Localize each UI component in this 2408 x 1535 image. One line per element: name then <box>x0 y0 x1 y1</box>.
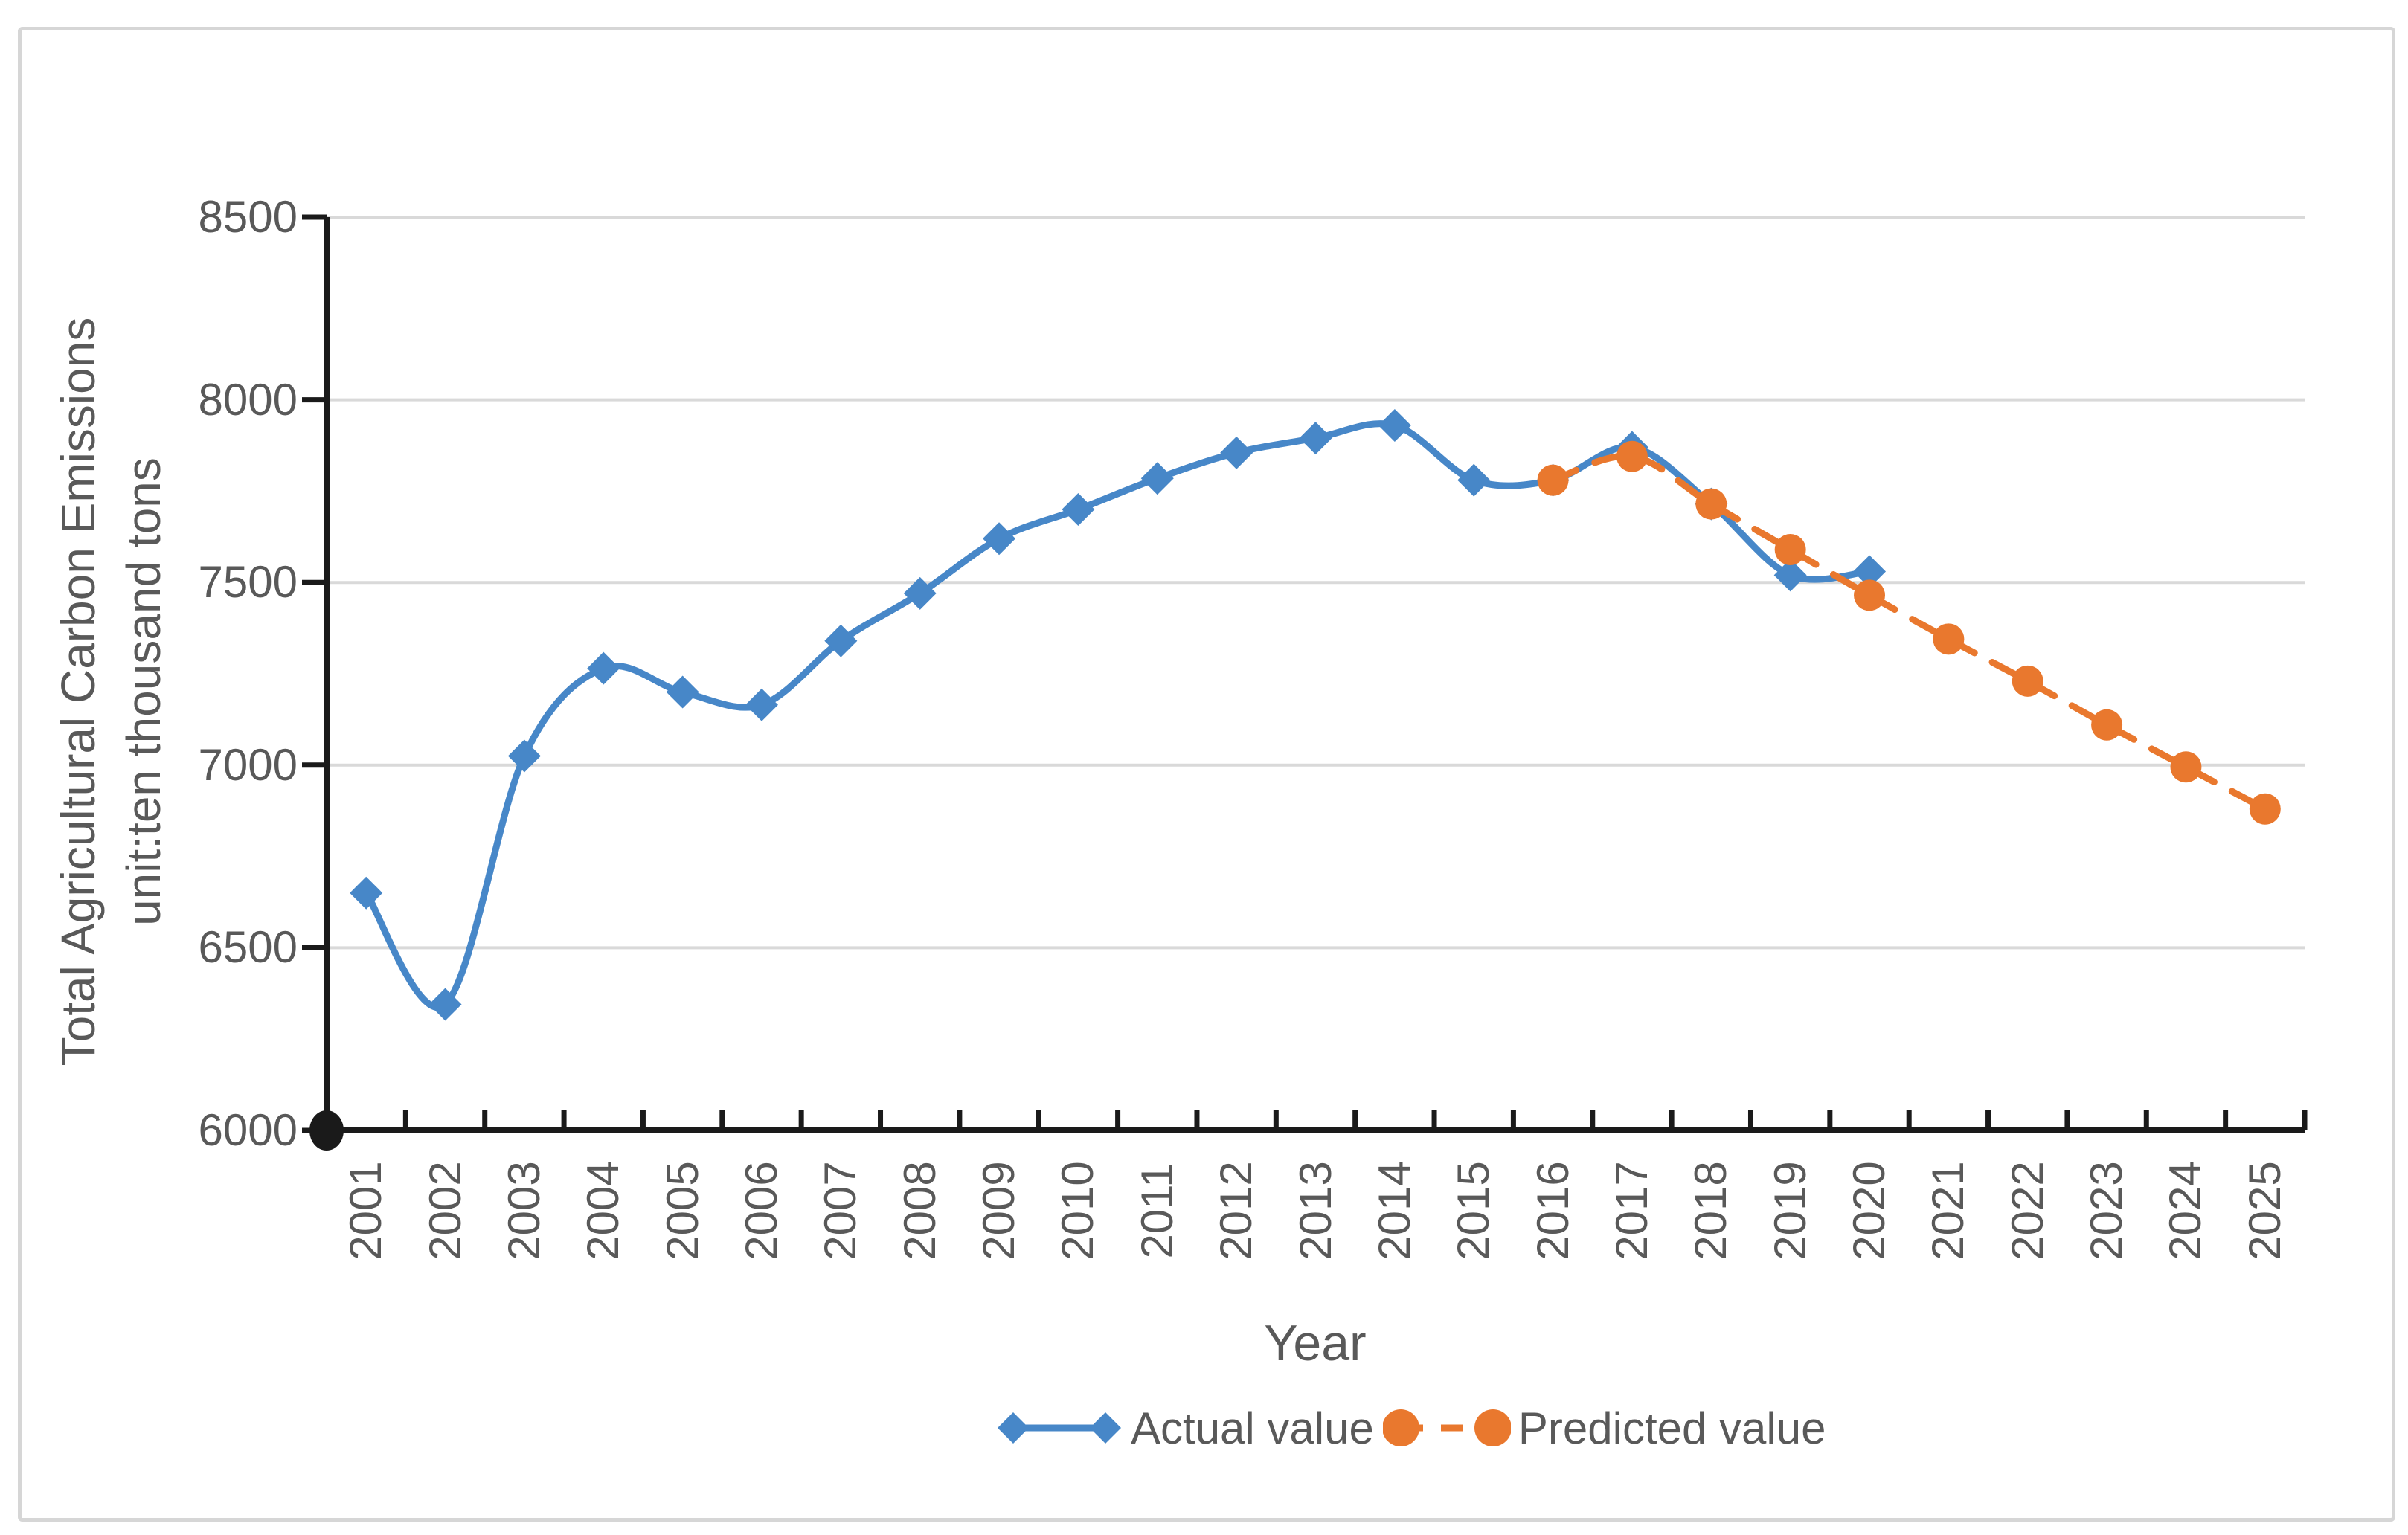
y-axis-title-line1: Total Agricultural Carbon Emissions <box>51 317 105 1066</box>
x-tick-label: 2004 <box>578 1161 629 1261</box>
x-tick-label: 2008 <box>894 1161 945 1261</box>
predicted-value-marker <box>2012 665 2043 697</box>
y-tick-label: 8000 <box>198 374 298 425</box>
x-tick-label: 2002 <box>420 1161 470 1261</box>
predicted-value-marker <box>2091 709 2123 741</box>
y-tick-label: 6000 <box>198 1105 298 1155</box>
actual-value-marker <box>983 522 1016 556</box>
actual-value-marker <box>1062 492 1095 526</box>
predicted-value-line <box>1550 452 2269 813</box>
predicted-value-marker <box>1933 623 1965 655</box>
x-tick-label: 2005 <box>657 1161 707 1261</box>
predicted-value-marker <box>1774 533 1806 565</box>
legend-item: Actual value <box>995 1403 1374 1454</box>
actual-value-marker <box>1853 555 1887 588</box>
y-tick-label: 7500 <box>198 557 298 608</box>
actual-value-marker <box>1457 463 1491 497</box>
predicted-value-marker <box>1695 488 1727 520</box>
y-tick-label: 7000 <box>198 739 298 790</box>
legend-item: Predicted value <box>1382 1403 1826 1454</box>
y-axis-title: Total Agricultural Carbon Emissions unit… <box>45 167 176 1216</box>
predicted-value-marker <box>2249 793 2281 825</box>
actual-value-marker <box>1220 436 1253 469</box>
x-axis-title: Year <box>1264 1315 1367 1371</box>
x-tick-label: 2023 <box>2081 1161 2132 1261</box>
x-tick-label: 2022 <box>2002 1161 2052 1261</box>
x-tick-label: 2003 <box>498 1161 549 1261</box>
diamond-line-icon <box>998 1412 1121 1444</box>
x-tick-label: 2021 <box>1923 1161 1974 1261</box>
actual-value-marker <box>587 651 620 685</box>
actual-value-marker <box>428 988 462 1021</box>
x-tick-label: 2007 <box>815 1161 866 1261</box>
x-tick-label: 2013 <box>1290 1161 1341 1261</box>
legend-label: Actual value <box>1131 1403 1374 1453</box>
actual-value-marker <box>1773 559 1807 592</box>
x-tick-label: 2009 <box>974 1161 1024 1261</box>
y-tick-label: 8500 <box>198 192 298 242</box>
x-tick-label: 2012 <box>1211 1161 1262 1261</box>
actual-value-marker <box>1378 408 1411 442</box>
x-tick-label: 2001 <box>341 1161 391 1261</box>
actual-value-marker <box>1299 422 1332 455</box>
predicted-value-marker <box>2170 751 2202 783</box>
x-tick-label: 2025 <box>2239 1161 2290 1261</box>
y-tick-label: 6500 <box>198 922 298 973</box>
predicted-value-marker <box>1537 464 1569 496</box>
x-tick-label: 2018 <box>1686 1161 1736 1261</box>
legend-label: Predicted value <box>1518 1403 1826 1453</box>
actual-value-marker <box>507 739 541 773</box>
figure-border <box>18 27 2395 1522</box>
x-tick-label: 2010 <box>1053 1161 1103 1261</box>
actual-value-marker <box>1140 462 1174 495</box>
actual-value-marker <box>666 675 699 709</box>
x-tick-label: 2014 <box>1369 1161 1419 1261</box>
origin-dot <box>309 1110 344 1151</box>
actual-value-marker <box>903 576 937 610</box>
circle-dash-icon <box>1382 1409 1511 1446</box>
predicted-value-marker <box>1854 579 1886 611</box>
y-axis-title-line2: unit:ten thousand tons <box>117 457 170 926</box>
actual-value-marker <box>824 624 858 657</box>
predicted-value-marker <box>1616 440 1648 472</box>
legend: Actual value Predicted value <box>995 1403 1826 1454</box>
x-tick-label: 2015 <box>1448 1161 1499 1261</box>
x-tick-label: 2011 <box>1131 1162 1182 1259</box>
actual-value-marker <box>350 876 383 910</box>
x-tick-label: 2024 <box>2160 1161 2211 1261</box>
x-tick-label: 2020 <box>1844 1161 1895 1261</box>
x-tick-label: 2017 <box>1606 1161 1657 1261</box>
x-tick-label: 2019 <box>1765 1161 1815 1261</box>
x-tick-label: 2016 <box>1527 1161 1578 1261</box>
actual-value-line <box>362 420 1873 1011</box>
actual-value-marker <box>745 688 778 721</box>
x-tick-label: 2006 <box>736 1161 786 1261</box>
